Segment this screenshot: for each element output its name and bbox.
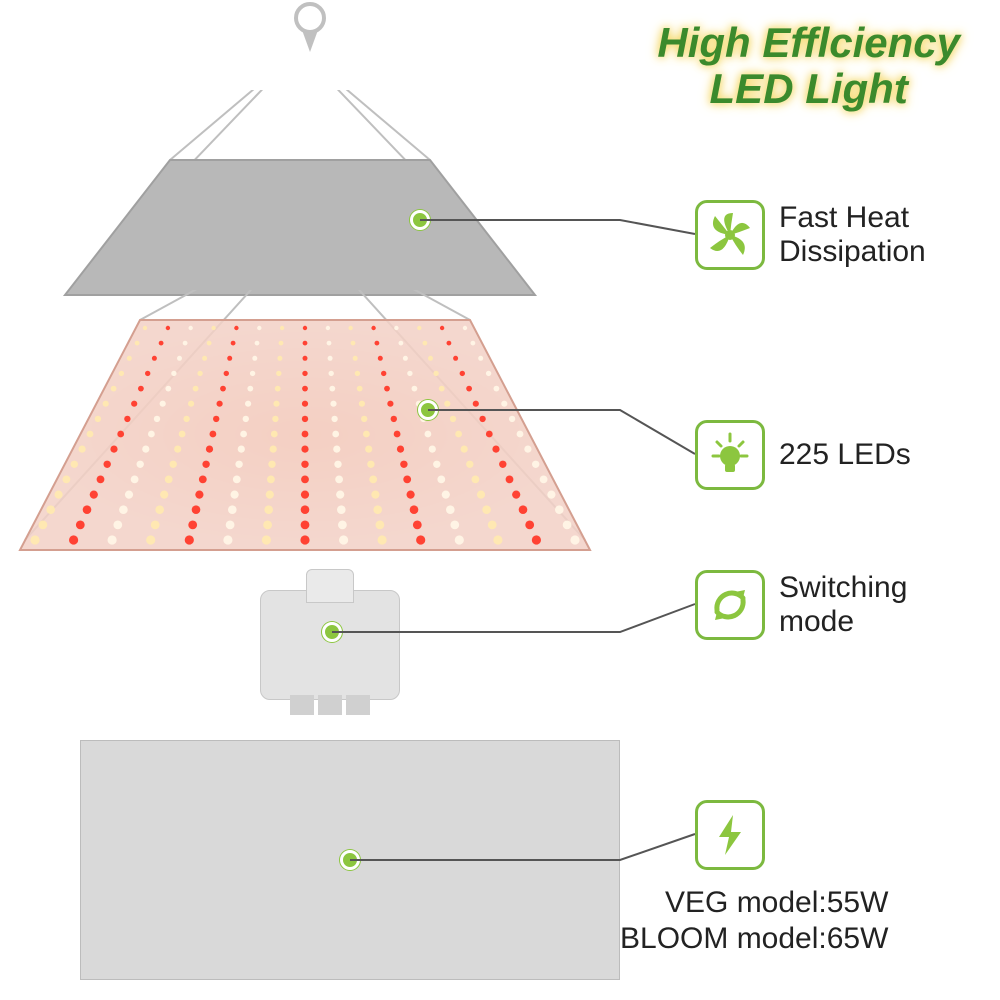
title-line1: High Efflciency [657,19,960,66]
callout-switch-label: Switching mode [779,571,907,640]
title-line2: LED Light [710,65,908,112]
cycle-icon [695,570,765,640]
power-spec-text: VEG model:55W BLOOM model:65W [620,885,888,957]
callout-heat: Fast Heat Dissipation [695,200,926,270]
bolt-icon [695,800,765,870]
callout-leds-label: 225 LEDs [779,438,911,473]
hanger-hook [280,0,340,60]
fan-icon [695,200,765,270]
bulb-icon [695,420,765,490]
callout-dot-switch [322,622,342,642]
top-heatsink-panel [60,90,540,300]
infographic-title: High Efflciency LED Light [657,20,960,112]
callout-switch: Switching mode [695,570,907,640]
callout-dot-heat [410,210,430,230]
callout-heat-label: Fast Heat Dissipation [779,201,926,270]
callout-dot-leds [418,400,438,420]
callout-leds: 225 LEDs [695,420,911,490]
callout-dot-power [340,850,360,870]
callout-power [695,800,765,870]
switch-module [260,590,400,700]
led-board-panel [10,290,600,570]
